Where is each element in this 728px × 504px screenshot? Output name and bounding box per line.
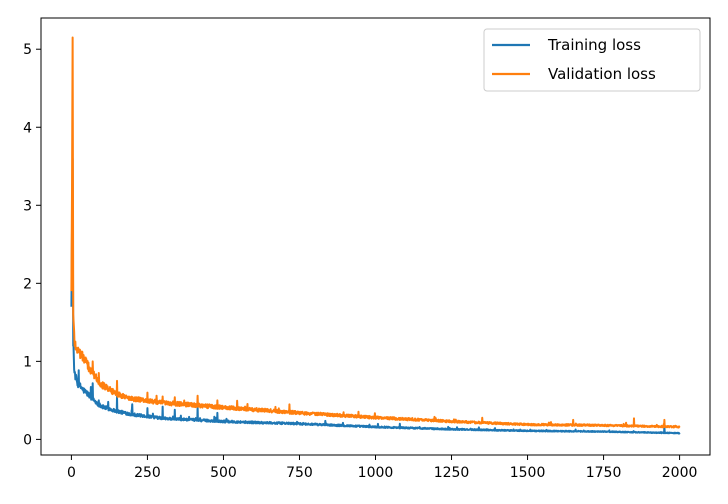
x-tick-label: 750	[286, 465, 313, 481]
legend-label: Validation loss	[548, 65, 656, 83]
y-tick-label: 5	[23, 42, 32, 58]
series-line-validation-loss	[70, 36, 681, 429]
series-layer	[70, 36, 681, 435]
x-tick-label: 1750	[586, 465, 622, 481]
x-tick-label: 250	[134, 465, 161, 481]
legend: Training loss Validation loss	[483, 28, 701, 92]
x-tick-label: 1500	[510, 465, 546, 481]
x-tick-label: 1000	[358, 465, 394, 481]
axes-layer: 0 250 500 750 1000 1250 1500 1750 2000 0 1 2 3 4 5	[23, 17, 711, 481]
legend-box	[483, 28, 701, 92]
y-tick-label: 3	[23, 198, 32, 214]
y-tick-label: 0	[23, 432, 32, 448]
y-tick-label: 1	[23, 354, 32, 370]
y-tick-label: 4	[23, 120, 32, 136]
x-tick-label: 0	[67, 465, 76, 481]
series-line-training-loss	[70, 157, 681, 435]
x-tick-label: 2000	[662, 465, 698, 481]
x-tick-label: 1250	[434, 465, 470, 481]
legend-label: Training loss	[547, 36, 641, 54]
y-tick-label: 2	[23, 276, 32, 292]
x-tick-label: 500	[210, 465, 237, 481]
